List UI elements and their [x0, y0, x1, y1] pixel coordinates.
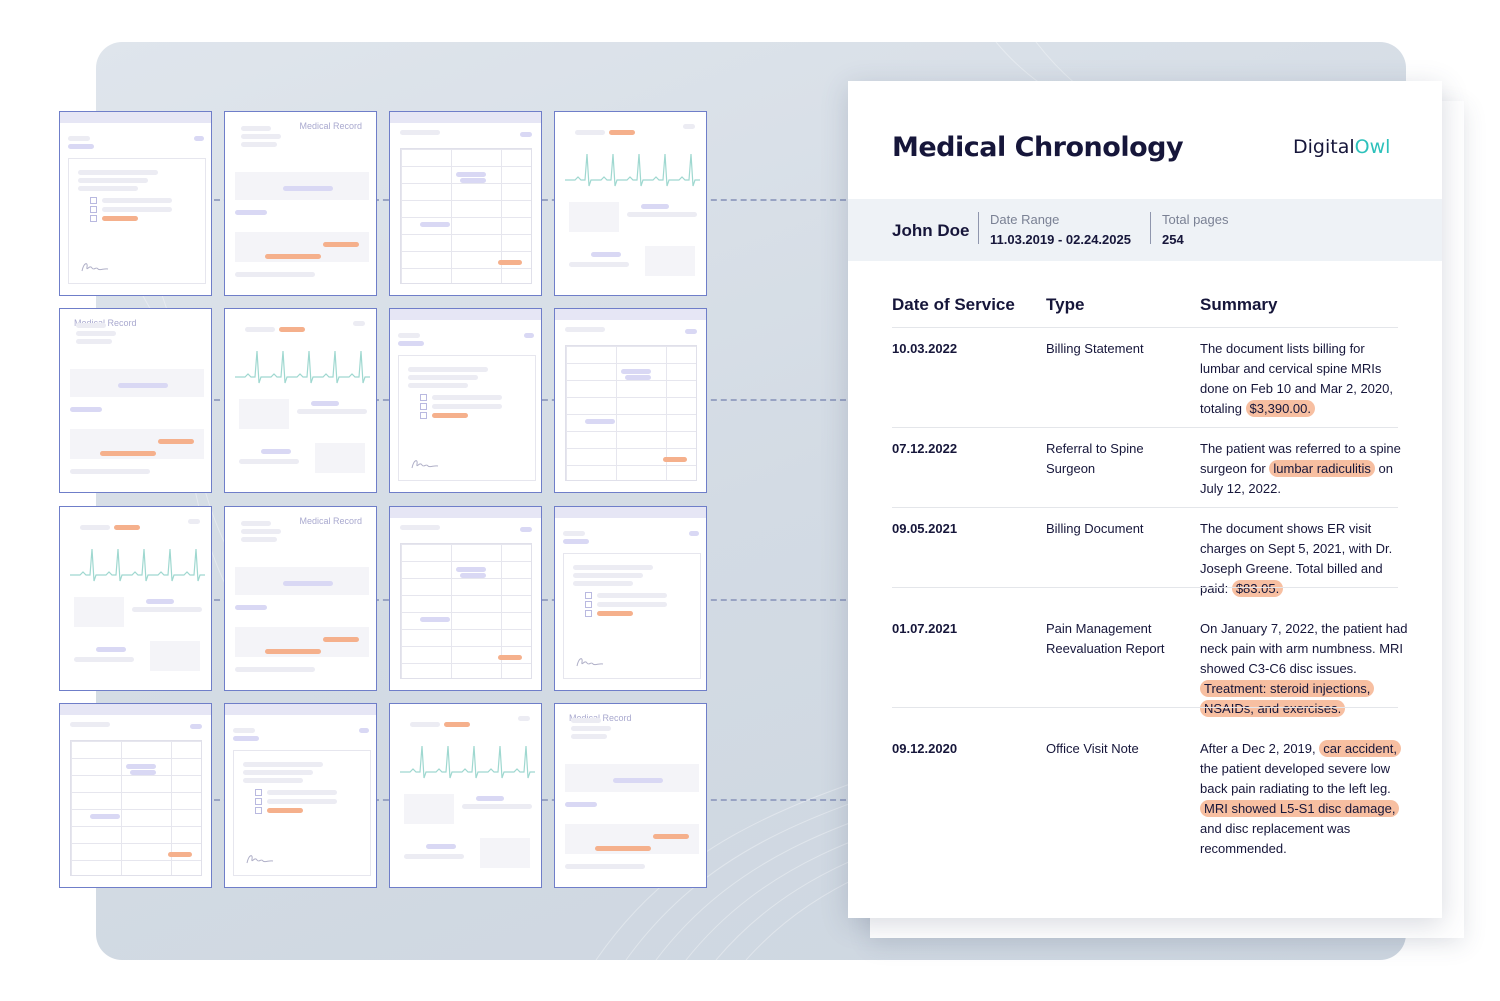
row-type: Pain Management Reevaluation Report — [1046, 621, 1165, 656]
row-summary: The document shows ER visit charges on S… — [1200, 519, 1408, 599]
thumb-label: Medical Record — [299, 516, 362, 526]
digitalowl-logo: DigitalOwl — [1293, 136, 1390, 158]
document-thumbnail[interactable]: Medical Record — [224, 111, 377, 296]
column-header-date: Date of Service — [892, 295, 1015, 314]
date-range-value: 11.03.2019 - 02.24.2025 — [990, 232, 1131, 247]
row-type: Billing Statement — [1046, 341, 1144, 356]
total-pages-value: 254 — [1162, 232, 1184, 247]
highlighted-finding: car accident, — [1319, 740, 1401, 757]
row-type: Office Visit Note — [1046, 741, 1139, 756]
highlighted-finding: MRI showed L5-S1 disc damage, — [1200, 800, 1400, 817]
signature-icon — [575, 655, 605, 674]
highlighted-finding: lumbar radiculitis — [1269, 460, 1375, 477]
header-divider — [892, 327, 1398, 328]
row-divider — [892, 427, 1398, 428]
column-header-type: Type — [1046, 295, 1085, 314]
signature-icon — [245, 852, 275, 871]
divider — [978, 212, 979, 244]
summary-text: After a Dec 2, 2019, — [1200, 741, 1320, 756]
row-date: 09.12.2020 — [892, 741, 958, 756]
document-thumbnail[interactable] — [224, 703, 377, 888]
summary-text: The document shows ER visit charges on S… — [1200, 521, 1393, 596]
document-thumbnail[interactable]: Medical Record — [224, 506, 377, 691]
document-thumbnail[interactable] — [389, 111, 542, 296]
document-thumbnail[interactable] — [389, 703, 542, 888]
document-thumbnail[interactable]: Medical Record — [554, 703, 707, 888]
summary-text: The document lists billing for lumbar an… — [1200, 341, 1393, 416]
row-summary: The document lists billing for lumbar an… — [1200, 339, 1408, 419]
summary-text: the patient developed severe low back pa… — [1200, 761, 1391, 796]
row-date: 10.03.2022 — [892, 341, 958, 356]
column-header-summary: Summary — [1200, 295, 1278, 314]
row-summary: On January 7, 2022, the patient had neck… — [1200, 619, 1408, 719]
document-thumbnail[interactable]: Medical Record — [59, 308, 212, 493]
highlighted-finding: Treatment: steroid injections, NSAIDs, a… — [1200, 680, 1375, 717]
row-divider — [892, 707, 1398, 708]
patient-info-bar: John Doe Date Range 11.03.2019 - 02.24.2… — [848, 199, 1442, 261]
summary-text: The patient was referred to a spine surg… — [1200, 441, 1401, 476]
signature-icon — [410, 457, 440, 476]
thumb-label: Medical Record — [299, 121, 362, 131]
row-date: 01.07.2021 — [892, 621, 958, 636]
row-divider — [892, 507, 1398, 508]
row-summary: The patient was referred to a spine surg… — [1200, 439, 1408, 499]
document-thumbnail[interactable] — [554, 308, 707, 493]
row-date: 09.05.2021 — [892, 521, 958, 536]
summary-text: and disc replacement was recommended. — [1200, 821, 1351, 856]
document-thumbnail[interactable] — [224, 308, 377, 493]
document-thumbnail[interactable] — [59, 111, 212, 296]
highlighted-finding: $3,390.00. — [1245, 400, 1315, 417]
document-thumbnail[interactable] — [59, 703, 212, 888]
logo-part1: Digital — [1293, 136, 1355, 158]
highlighted-finding: $83.05. — [1231, 580, 1284, 597]
document-thumbnail[interactable] — [554, 111, 707, 296]
document-title: Medical Chronology — [892, 132, 1184, 163]
patient-name: John Doe — [892, 221, 970, 240]
document-thumbnail[interactable] — [389, 308, 542, 493]
total-pages-label: Total pages — [1162, 212, 1229, 227]
row-divider — [892, 587, 1398, 588]
row-summary: After a Dec 2, 2019, car accident, the p… — [1200, 739, 1408, 859]
document-thumbnail[interactable] — [389, 506, 542, 691]
summary-text: on July 12, 2022. — [1200, 461, 1393, 496]
divider — [1150, 212, 1151, 244]
signature-icon — [80, 260, 110, 279]
summary-text: On January 7, 2022, the patient had neck… — [1200, 621, 1408, 676]
document-thumbnail[interactable] — [59, 506, 212, 691]
row-type: Billing Document — [1046, 521, 1144, 536]
row-type: Referral to Spine Surgeon — [1046, 441, 1144, 476]
date-range-label: Date Range — [990, 212, 1060, 227]
row-date: 07.12.2022 — [892, 441, 958, 456]
document-thumbnail[interactable] — [554, 506, 707, 691]
logo-part2: Owl — [1354, 136, 1391, 158]
medical-chronology-document: Medical Chronology DigitalOwl John Doe D… — [848, 81, 1442, 918]
